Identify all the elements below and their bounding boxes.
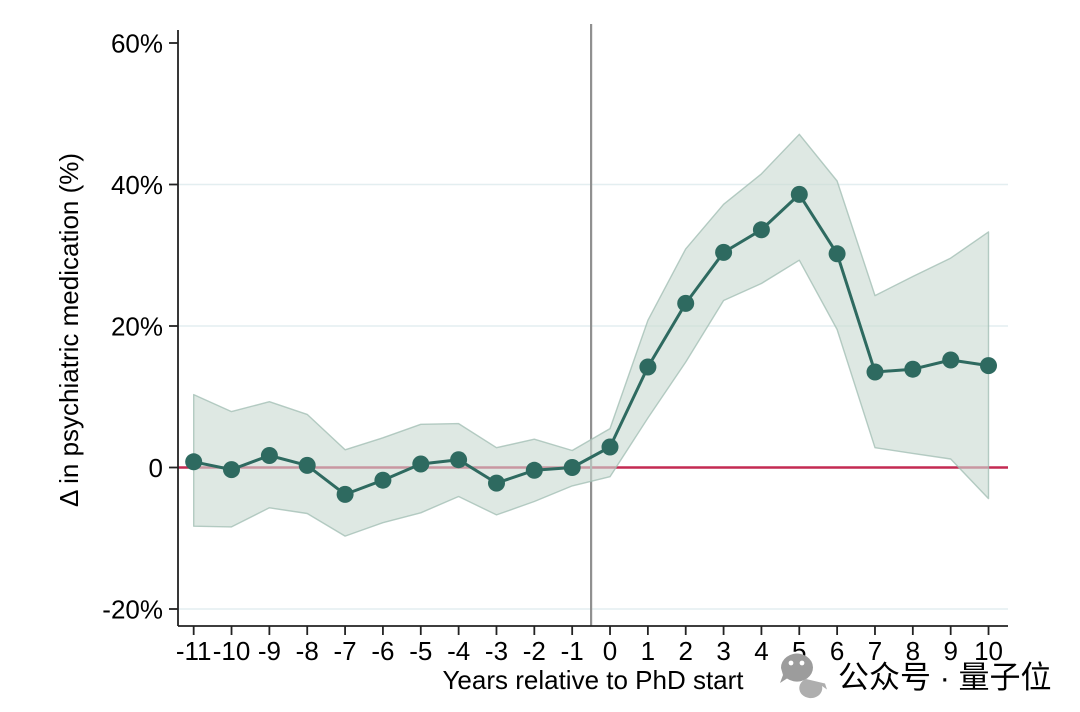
y-tick-label: 60% [111, 29, 163, 59]
x-tick-label: -5 [409, 636, 432, 666]
series-marker [450, 451, 468, 469]
confidence-band [193, 133, 990, 537]
x-tick-label: 1 [641, 636, 655, 666]
series-marker [563, 459, 581, 476]
x-tick-label: 3 [716, 636, 730, 666]
confidence-band-layer [193, 133, 990, 537]
axes-layer: 60%40%20%0-20%-11 -10 -9 -8 -7 -6 -5 -4 -3 -2 -1 0 1… [102, 29, 1008, 666]
series-marker [752, 221, 770, 239]
watermark-text: 公众号 · 量子位 [838, 660, 1052, 695]
series-marker [185, 453, 203, 471]
x-tick-label: -9 [258, 636, 281, 666]
x-tick-label: -2 [523, 636, 546, 666]
x-tick-label: 9 [943, 636, 957, 666]
x-tick-label: -3 [485, 636, 508, 666]
series-marker [298, 456, 316, 474]
x-tick-label: 4 [754, 636, 768, 666]
outcome-series-line [192, 192, 990, 496]
series-marker [715, 243, 733, 261]
series-marker [601, 438, 619, 456]
series-marker [639, 358, 657, 376]
series-marker [412, 455, 430, 473]
x-tick-label: -7 [334, 636, 357, 666]
y-axis-title: Δ in psychiatric medication (%) [54, 153, 84, 507]
x-tick-label: -1 [561, 636, 584, 666]
x-tick-label: 6 [830, 636, 844, 666]
series-marker [260, 447, 278, 464]
x-tick-label: 8 [906, 636, 920, 666]
series-layer [185, 185, 997, 503]
series-marker [942, 351, 960, 369]
y-tick-label: 20% [111, 312, 163, 342]
series-marker [223, 461, 240, 479]
x-tick-label: -6 [371, 636, 394, 666]
series-marker [828, 245, 846, 263]
series-marker [374, 471, 392, 489]
x-tick-label: 10 [974, 636, 1003, 666]
y-tick-label: 40% [111, 170, 163, 200]
series-marker [980, 357, 997, 375]
series-marker [866, 363, 884, 381]
series-marker [336, 485, 354, 503]
y-tick-label: -20% [102, 595, 163, 625]
wechat-icon [780, 653, 827, 699]
x-tick-label: -11 [176, 636, 212, 666]
series-marker [525, 461, 543, 479]
x-tick-label: 7 [868, 636, 882, 666]
series-marker [904, 360, 922, 378]
x-tick-label: -8 [296, 636, 319, 666]
series-marker [790, 185, 808, 203]
watermark: 公众号 · 量子位 [780, 653, 1052, 699]
x-tick-label: -4 [447, 636, 470, 666]
y-tick-label: 0 [149, 453, 163, 483]
x-tick-label: -10 [213, 636, 251, 666]
series-marker [488, 474, 505, 492]
x-tick-label: 0 [603, 636, 617, 666]
series-marker [677, 294, 695, 312]
x-tick-label: 2 [678, 636, 692, 666]
x-axis-title: Years relative to PhD start [442, 665, 744, 695]
